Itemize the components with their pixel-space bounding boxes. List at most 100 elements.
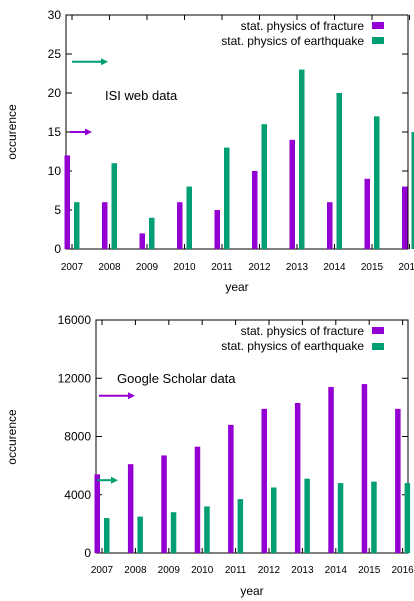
x-tick-label: 2014 [323,262,346,273]
legend-swatch-fracture [372,327,384,334]
legend-swatch-earthquake [372,37,384,44]
bar-fracture-2015 [361,384,368,553]
bar-fracture-2014 [328,386,334,553]
legend-swatch-fracture [372,22,384,29]
x-tick-label: 2009 [136,262,159,273]
bar-earthquake-2014 [337,483,344,553]
arrows [97,392,135,484]
annotation: ISI web data [105,88,178,103]
annotation: Google Scholar data [117,371,236,386]
y-tick-label: 16000 [58,313,92,327]
x-tick-label: 2010 [173,262,196,273]
bar-earthquake-2008 [137,516,143,553]
x-tick-label: 2015 [358,565,381,576]
x-axis-ticks: 2007 2008 2009 2010 2011 2012 2013 2014 2015 2016 [61,15,414,273]
legend-label-earthquake: stat. physics of earthquake [221,339,364,353]
y-axis-label: occurence [5,104,19,160]
x-tick-label: 2008 [98,262,121,273]
x-tick-label: 2011 [225,565,247,576]
bar-earthquake-2010 [186,186,192,249]
x-tick-label: 2012 [258,565,281,576]
bar-earthquake-2014 [336,93,342,249]
bar-fracture-2016 [402,186,408,249]
x-tick-label: 2013 [291,565,314,576]
y-tick-label: 5 [54,203,61,217]
arrows [70,58,108,136]
google-scholar-chart: 0 4000 8000 12000 16000 2007 2008 2009 2010 2011… [5,313,414,598]
arrow-head [128,392,135,400]
bar-earthquake-2011 [224,147,230,249]
bar-fracture-2010 [194,446,201,553]
bar-fracture-2012 [252,171,258,249]
arrow-head [85,128,92,136]
x-tick-label: 2011 [211,262,233,273]
plot-area-frame [65,14,409,250]
bars [94,384,411,553]
y-tick-label: 20 [48,86,62,100]
x-tick-label: 2009 [158,565,181,576]
x-tick-label: 2007 [61,262,84,273]
legend-label-fracture: stat. physics of fracture [241,19,365,33]
x-axis-label: year [225,280,248,294]
x-tick-label: 2013 [286,262,309,273]
bar-earthquake-2016 [404,483,411,553]
legend: stat. physics of fracture stat. physics … [221,19,384,48]
legend-swatch-earthquake [372,343,384,350]
bar-fracture-2011 [228,424,234,553]
bar-fracture-2013 [294,403,301,553]
bar-fracture-2011 [214,210,220,249]
legend-label-earthquake: stat. physics of earthquake [221,34,364,48]
arrow-head [111,476,118,484]
bar-fracture-2010 [177,202,183,249]
bar-fracture-2008 [127,464,134,553]
bar-fracture-2014 [327,202,333,249]
bar-fracture-2007 [94,474,100,553]
x-axis-label: year [240,584,263,598]
bar-earthquake-2013 [299,69,305,249]
bar-earthquake-2011 [237,499,244,553]
bar-earthquake-2012 [271,487,277,553]
y-tick-label: 25 [48,47,62,61]
bar-fracture-2007 [64,155,70,249]
bar-earthquake-2009 [170,512,177,553]
y-tick-label: 8000 [64,430,91,444]
y-tick-label: 30 [48,8,62,22]
y-tick-label: 0 [84,546,91,560]
bar-fracture-2012 [261,408,267,553]
bar-fracture-2008 [102,202,108,249]
y-tick-label: 4000 [64,488,91,502]
x-tick-label: 2016 [391,565,414,576]
arrow-head [101,58,108,66]
y-axis-label: occurence [5,409,19,465]
y-tick-label: 0 [54,242,61,256]
bar-fracture-2009 [161,455,167,553]
y-tick-label: 15 [48,125,62,139]
x-axis-ticks: 2007 2008 2009 2010 2011 2012 2013 2014 2015 2016 [91,320,414,576]
bar-earthquake-2007 [74,202,80,249]
legend-label-fracture: stat. physics of fracture [241,324,365,338]
x-tick-label: 2015 [361,262,384,273]
bar-earthquake-2012 [261,124,267,249]
bar-earthquake-2008 [111,163,117,249]
bar-earthquake-2015 [371,481,377,553]
bar-earthquake-2016 [411,132,414,249]
bar-fracture-2016 [395,408,401,553]
x-tick-label: 2010 [191,565,214,576]
y-axis-ticks: 0 4000 8000 12000 16000 [58,313,408,560]
bar-earthquake-2013 [304,478,310,553]
legend: stat. physics of fracture stat. physics … [221,324,384,353]
bars [64,69,414,250]
bar-earthquake-2007 [104,518,110,553]
x-tick-label: 2007 [91,565,114,576]
x-tick-label: 2012 [248,262,271,273]
bar-earthquake-2010 [204,506,210,553]
bar-fracture-2015 [364,178,370,249]
bar-fracture-2013 [289,139,295,249]
x-tick-label: 2008 [124,565,147,576]
x-tick-label: 2014 [325,565,348,576]
y-tick-label: 10 [48,164,62,178]
bar-earthquake-2009 [149,217,155,249]
y-tick-label: 12000 [58,371,92,385]
bar-earthquake-2015 [374,116,380,250]
